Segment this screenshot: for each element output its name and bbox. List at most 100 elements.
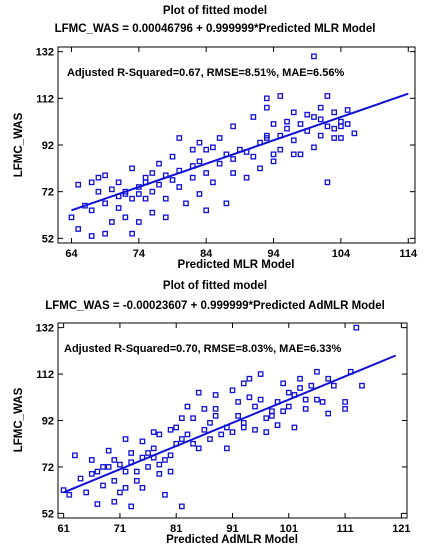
- y-tick-label: 92: [42, 140, 54, 152]
- data-point: [302, 406, 309, 412]
- plot-frame: [57, 322, 408, 519]
- data-point: [229, 387, 236, 394]
- data-point: [88, 179, 95, 186]
- data-point: [263, 429, 270, 435]
- y-tick-label: 72: [42, 187, 54, 199]
- data-point: [169, 153, 176, 160]
- data-point: [145, 464, 151, 470]
- data-point: [83, 489, 89, 496]
- scatter-chart-admlr: Plot of fitted model LFMC_WAS = -0.00023…: [13, 280, 411, 546]
- data-point: [162, 214, 169, 221]
- data-point: [75, 226, 82, 232]
- data-point: [250, 114, 257, 120]
- y-tick-label: 112: [36, 369, 54, 381]
- data-point: [184, 403, 191, 410]
- data-point: [314, 368, 320, 375]
- data-point: [207, 436, 213, 442]
- data-point: [195, 389, 202, 396]
- data-point: [142, 195, 149, 202]
- data-point: [169, 177, 176, 183]
- data-point: [95, 188, 102, 195]
- data-point: [105, 447, 112, 454]
- y-tick-label: 112: [36, 93, 54, 105]
- data-point: [243, 174, 250, 181]
- y-tick-label: 132: [36, 323, 54, 335]
- data-point: [212, 406, 219, 412]
- data-point: [102, 172, 109, 179]
- data-point: [95, 174, 102, 181]
- data-point: [311, 53, 317, 60]
- data-point: [128, 503, 135, 510]
- data-point: [109, 186, 115, 193]
- data-point: [196, 191, 203, 197]
- data-point: [195, 445, 202, 452]
- data-point: [149, 209, 156, 216]
- chart-panel-mlr: Plot of fitted model LFMC_WAS = 0.000467…: [13, 5, 418, 271]
- data-point: [223, 200, 230, 207]
- scatter-chart-mlr: Plot of fitted model LFMC_WAS = 0.000467…: [13, 5, 418, 271]
- x-tick-label: 74: [133, 248, 146, 260]
- data-point: [257, 371, 264, 377]
- data-point: [284, 118, 290, 125]
- data-point: [302, 396, 309, 403]
- data-point: [270, 121, 277, 127]
- x-tick-label: 91: [226, 523, 238, 535]
- data-point: [156, 431, 163, 438]
- data-point: [285, 389, 292, 396]
- data-point: [190, 440, 196, 447]
- tick-marks: [58, 323, 407, 518]
- x-tick-label: 81: [170, 523, 182, 535]
- data-point: [72, 452, 78, 459]
- data-point: [94, 501, 101, 507]
- data-point: [246, 375, 253, 382]
- data-point: [240, 424, 247, 431]
- data-point: [66, 491, 73, 498]
- data-point: [325, 410, 332, 417]
- data-point: [304, 111, 311, 118]
- data-point: [331, 125, 338, 132]
- x-axis-label: Predicted AdMLR Model: [166, 534, 298, 546]
- data-point: [263, 415, 270, 422]
- data-point: [178, 503, 185, 510]
- data-point: [117, 461, 123, 468]
- fit-statistics-annotation: Adjusted R-Squared=0.70, RMSE=8.03%, MAE…: [64, 343, 341, 355]
- data-point: [351, 130, 358, 137]
- data-point: [109, 219, 115, 225]
- y-tick-label: 52: [42, 233, 54, 245]
- data-point: [229, 429, 236, 435]
- data-point: [210, 179, 216, 186]
- data-point: [284, 125, 290, 132]
- data-point: [111, 498, 118, 505]
- data-point: [122, 484, 129, 491]
- data-point: [230, 170, 236, 176]
- chart-subtitle: LFMC_WAS = -0.00023607 + 0.999999*Predic…: [45, 300, 385, 312]
- data-point: [290, 151, 297, 158]
- data-point: [167, 426, 174, 433]
- data-point: [330, 382, 337, 389]
- data-point: [269, 413, 275, 419]
- data-point: [297, 385, 303, 391]
- data-point: [308, 382, 315, 389]
- chart-subtitle: LFMC_WAS = 0.00046796 + 0.999999*Predict…: [55, 23, 376, 35]
- data-point: [280, 408, 287, 415]
- data-point: [196, 139, 203, 146]
- data-point: [317, 132, 324, 139]
- data-point: [133, 478, 140, 484]
- data-point: [162, 195, 169, 202]
- data-point: [311, 114, 317, 120]
- fit-statistics-annotation: Adjusted R-Squared=0.67, RMSE=8.51%, MAE…: [67, 67, 344, 79]
- fit-line: [71, 92, 409, 212]
- data-point: [196, 158, 203, 165]
- data-point: [176, 184, 183, 190]
- x-tick-label: 121: [392, 523, 410, 535]
- data-point: [291, 424, 298, 431]
- data-point: [167, 452, 174, 459]
- data-point: [252, 426, 258, 433]
- y-axis-label: LFMC_WAS: [13, 112, 25, 177]
- data-point: [235, 413, 241, 419]
- data-point: [183, 200, 189, 207]
- data-point: [135, 191, 142, 197]
- tick-marks: [58, 47, 415, 243]
- data-point: [145, 450, 151, 456]
- data-point: [311, 144, 317, 151]
